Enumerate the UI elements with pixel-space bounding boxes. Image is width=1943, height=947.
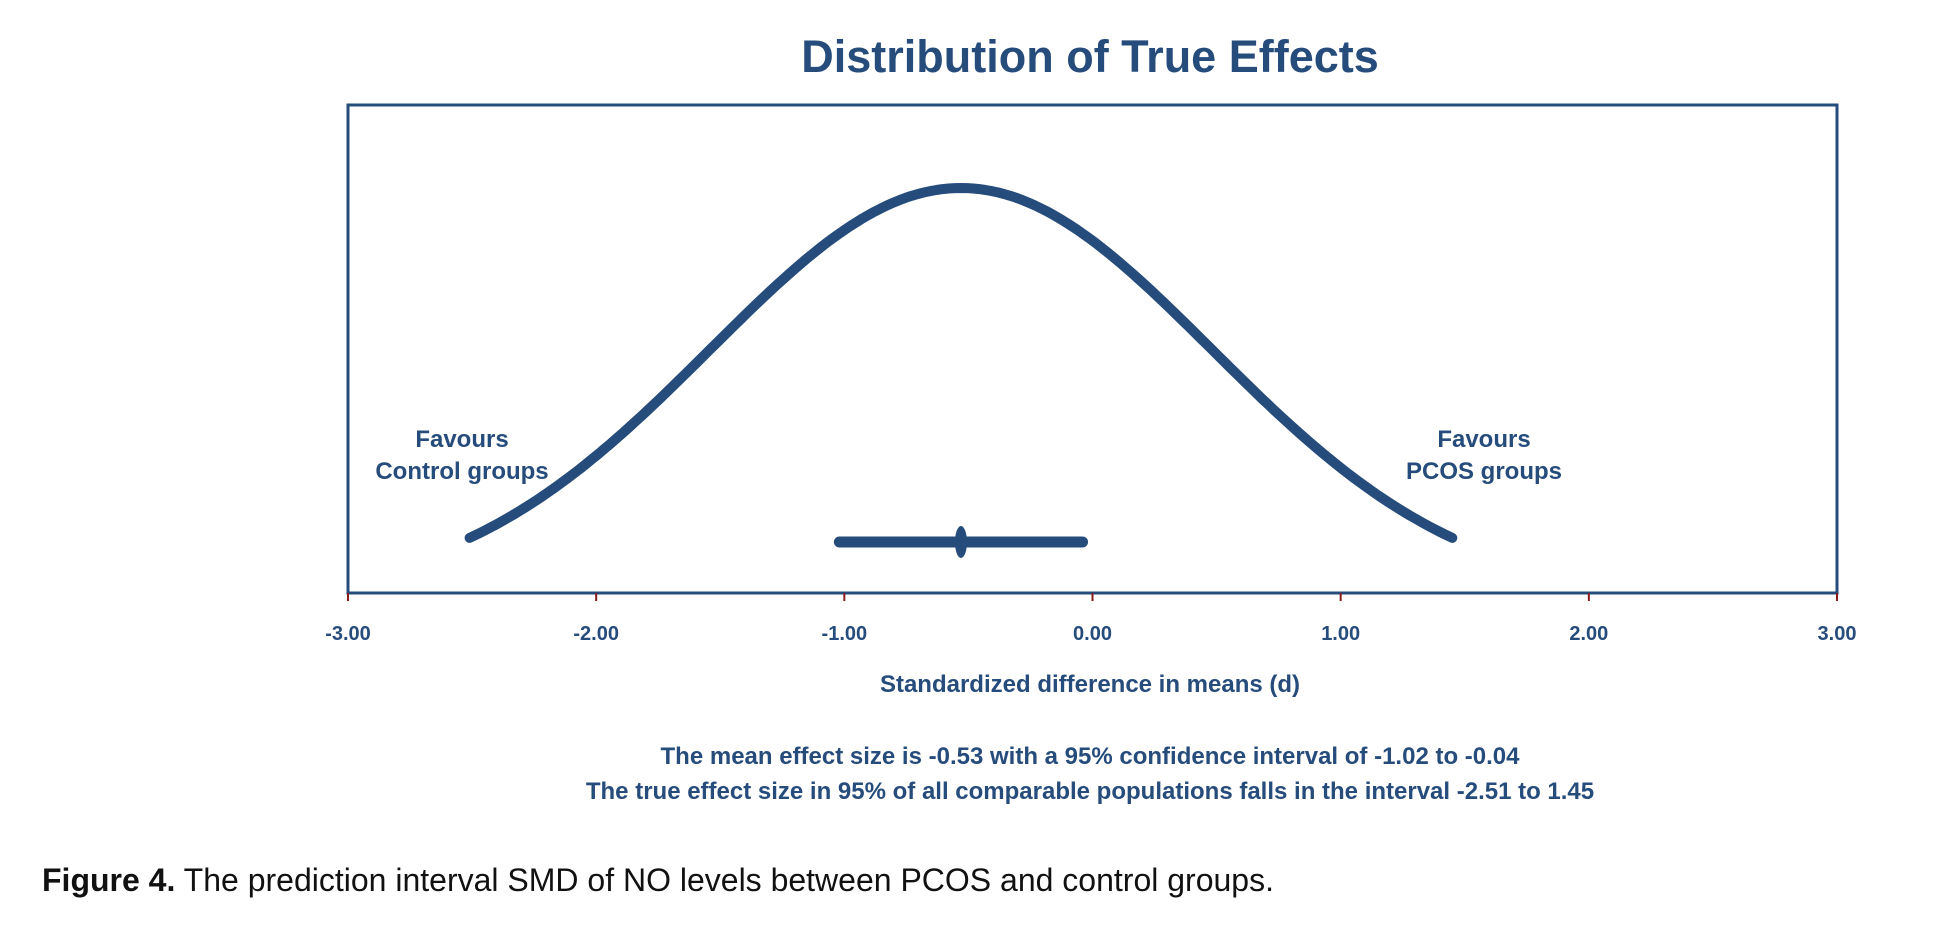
x-tick-label: 1.00: [1321, 623, 1360, 645]
annotation-left-line1: Favours: [415, 426, 508, 453]
x-tick-label: -1.00: [822, 623, 868, 645]
chart-title: Distribution of True Effects: [801, 31, 1379, 82]
annotation-right-line1: Favours: [1437, 426, 1530, 453]
point-estimate-marker: [954, 526, 967, 558]
footnote-prediction-interval: The true effect size in 95% of all compa…: [586, 778, 1594, 805]
figure-caption: Figure 4. The prediction interval SMD of…: [42, 862, 1274, 899]
x-tick-label: 3.00: [1818, 623, 1857, 645]
distribution-curve: [464, 183, 1458, 543]
x-tick-label: -2.00: [573, 623, 619, 645]
annotation-right-line2: PCOS groups: [1406, 458, 1562, 485]
figure-caption-text: The prediction interval SMD of NO levels…: [175, 862, 1274, 898]
footnote-mean-ci: The mean effect size is -0.53 with a 95%…: [661, 743, 1521, 770]
x-axis-label: Standardized difference in means (d): [880, 671, 1300, 698]
plot-frame: [346, 103, 1839, 595]
annotation-left-line2: Control groups: [375, 458, 548, 485]
x-tick-label: 2.00: [1569, 623, 1608, 645]
figure-caption-label: Figure 4.: [42, 862, 176, 898]
x-tick-label: 0.00: [1073, 623, 1112, 645]
x-tick-label: -3.00: [325, 623, 371, 645]
